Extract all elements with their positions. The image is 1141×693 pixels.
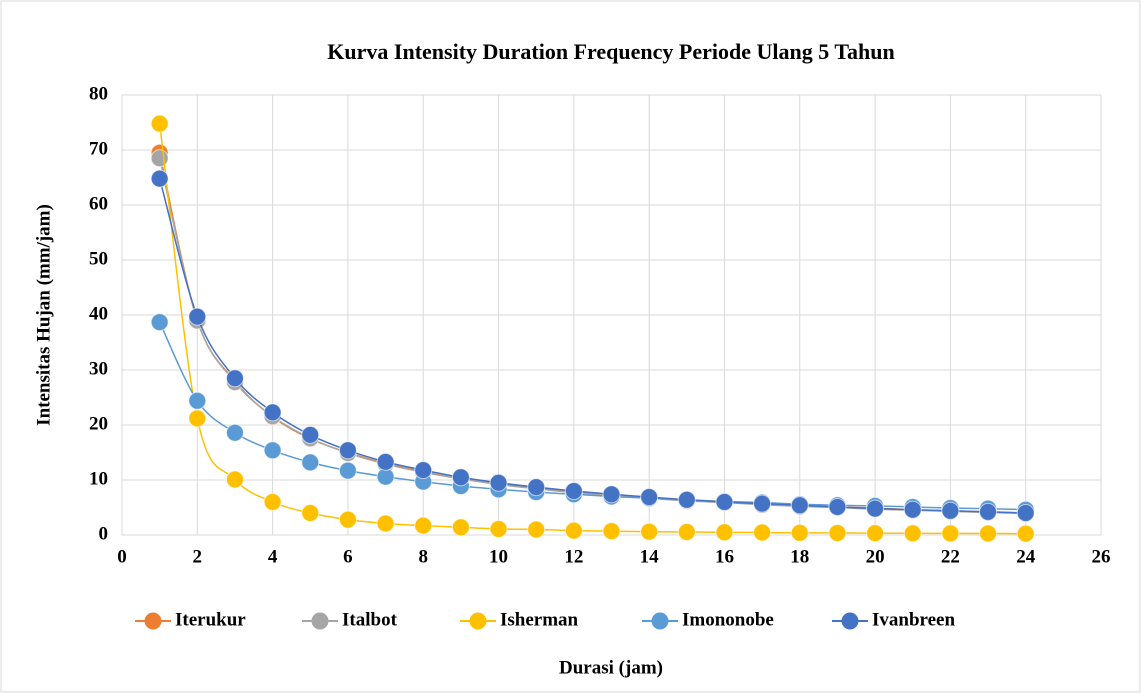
x-tick-label: 18 (790, 546, 809, 567)
legend-marker (311, 612, 329, 630)
data-point (263, 493, 282, 511)
x-tick-label: 10 (489, 546, 508, 567)
legend-label: Ivanbreen (872, 609, 955, 630)
data-point (414, 516, 433, 535)
legend-label: Isherman (500, 609, 579, 630)
data-point (640, 522, 659, 541)
legend-marker (651, 612, 669, 630)
data-point (338, 461, 357, 480)
x-tick-label: 26 (1092, 546, 1111, 567)
data-point (451, 468, 470, 487)
data-point (564, 482, 583, 500)
data-point (828, 523, 847, 542)
data-point (150, 169, 169, 188)
data-point (941, 524, 960, 543)
data-point (866, 499, 885, 518)
data-point (188, 409, 207, 428)
data-point (338, 510, 357, 529)
x-tick-label: 6 (343, 546, 353, 567)
x-tick-label: 4 (268, 546, 278, 567)
data-point (301, 504, 320, 522)
data-point (150, 313, 169, 332)
data-point (979, 502, 998, 521)
data-point (188, 307, 207, 326)
y-tick-label: 30 (89, 358, 108, 379)
data-point (527, 478, 546, 497)
data-point (790, 496, 809, 515)
data-point (640, 488, 659, 507)
chart-title: Kurva Intensity Duration Frequency Perio… (327, 39, 894, 64)
data-point (188, 391, 207, 410)
data-point (225, 470, 244, 489)
legend-label: Imononobe (682, 609, 774, 630)
data-point (225, 369, 244, 388)
legend-marker (469, 612, 487, 630)
data-point (753, 494, 772, 513)
y-tick-label: 50 (89, 248, 108, 269)
data-point (790, 523, 809, 542)
legend-marker (841, 612, 859, 630)
x-tick-label: 14 (640, 546, 660, 567)
y-tick-label: 0 (99, 523, 109, 544)
data-point (1016, 504, 1035, 522)
x-axis-label: Durasi (jam) (559, 657, 663, 678)
y-tick-label: 40 (89, 303, 108, 324)
y-axis-label: Intensitas Hujan (mm/jam) (33, 204, 54, 426)
data-point (489, 519, 508, 538)
legend-label: Iterukur (175, 609, 246, 630)
y-tick-label: 70 (89, 138, 108, 159)
data-point (903, 500, 922, 519)
data-point (301, 425, 320, 444)
data-point (414, 461, 433, 480)
data-point (301, 453, 320, 472)
data-point (715, 523, 734, 542)
data-point (677, 522, 696, 541)
x-tick-label: 0 (117, 546, 127, 567)
data-point (903, 524, 922, 543)
x-tick-label: 2 (193, 546, 203, 567)
y-tick-label: 60 (89, 193, 108, 214)
data-point (1016, 524, 1035, 543)
data-point (979, 524, 998, 543)
data-point (828, 497, 847, 516)
data-point (753, 523, 772, 542)
x-tick-label: 22 (941, 546, 960, 567)
data-point (677, 490, 696, 509)
data-point (564, 521, 583, 540)
data-point (602, 522, 621, 541)
data-point (150, 149, 169, 168)
x-tick-label: 12 (564, 546, 583, 567)
legend-marker (144, 612, 162, 630)
data-point (150, 114, 169, 133)
data-point (376, 514, 395, 533)
data-point (866, 524, 885, 543)
data-point (225, 423, 244, 442)
x-tick-label: 20 (866, 546, 885, 567)
data-point (263, 441, 282, 460)
data-point (338, 441, 357, 460)
data-point (715, 493, 734, 511)
y-tick-label: 80 (89, 83, 108, 104)
data-point (527, 520, 546, 539)
data-point (489, 473, 508, 492)
x-tick-label: 24 (1016, 546, 1036, 567)
data-point (602, 485, 621, 504)
data-point (941, 501, 960, 520)
data-point (376, 452, 395, 471)
y-tick-label: 10 (89, 468, 108, 489)
data-point (451, 518, 470, 537)
x-tick-label: 8 (418, 546, 428, 567)
data-point (263, 403, 282, 422)
y-tick-label: 20 (89, 413, 108, 434)
legend-label: Italbot (342, 609, 398, 630)
x-tick-label: 16 (715, 546, 734, 567)
